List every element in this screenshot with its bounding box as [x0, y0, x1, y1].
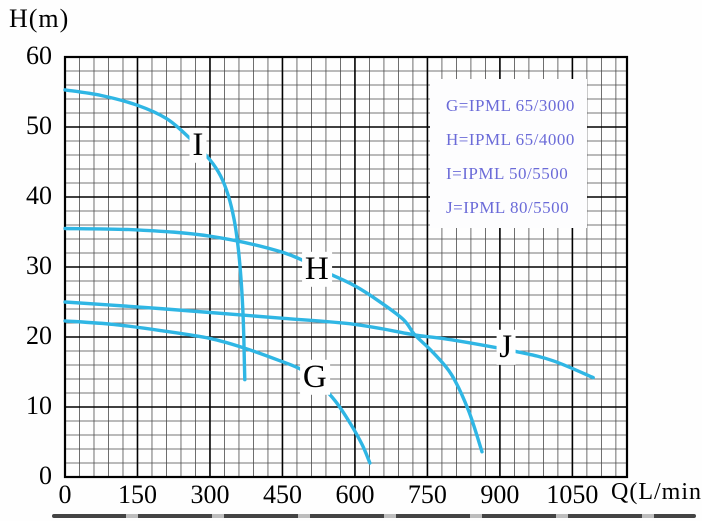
- y-axis-title: H(m): [9, 4, 70, 33]
- curve-j: [63, 300, 595, 380]
- y-tick-label-30: 30: [26, 250, 52, 280]
- x-tick-label-150: 150: [117, 480, 157, 509]
- scan-edge-artifact: [52, 514, 696, 518]
- plot-border: [63, 55, 629, 479]
- legend-item-h: H=IPML 65/4000: [446, 130, 575, 149]
- curve-label-g: G: [299, 359, 330, 395]
- y-tick-label-20: 20: [26, 320, 52, 350]
- legend-item-g: G=IPML 65/3000: [446, 96, 575, 115]
- curve-label-j: J: [496, 329, 516, 365]
- curve-i: [63, 88, 247, 382]
- y-tick-label-10: 10: [26, 390, 52, 420]
- y-tick-label-50: 50: [26, 110, 52, 140]
- x-tick-label-750: 750: [407, 480, 447, 509]
- legend-item-i: I=IPML 50/5500: [446, 164, 569, 183]
- x-tick-label-450: 450: [262, 480, 302, 509]
- grid-major: [64, 56, 627, 478]
- y-tick-label-60: 60: [26, 40, 52, 70]
- y-tick-label-0: 0: [39, 460, 52, 490]
- y-tick-label-40: 40: [26, 180, 52, 210]
- curve-label-h: H: [301, 251, 332, 287]
- x-axis-title: Q(L/min): [611, 479, 702, 505]
- x-tick-label-900: 900: [480, 480, 520, 509]
- x-tick-label-0: 0: [58, 480, 72, 509]
- curve-label-i: I: [189, 127, 207, 163]
- curve-h: [63, 226, 484, 454]
- legend-item-j: J=IPML 80/5500: [446, 198, 570, 217]
- x-tick-label-1050: 1050: [546, 480, 599, 509]
- x-tick-label-300: 300: [190, 480, 230, 509]
- curve-g: [63, 319, 372, 465]
- x-tick-label-600: 600: [335, 480, 375, 509]
- legend-box: G=IPML 65/3000 H=IPML 65/4000 I=IPML 50/…: [430, 79, 587, 228]
